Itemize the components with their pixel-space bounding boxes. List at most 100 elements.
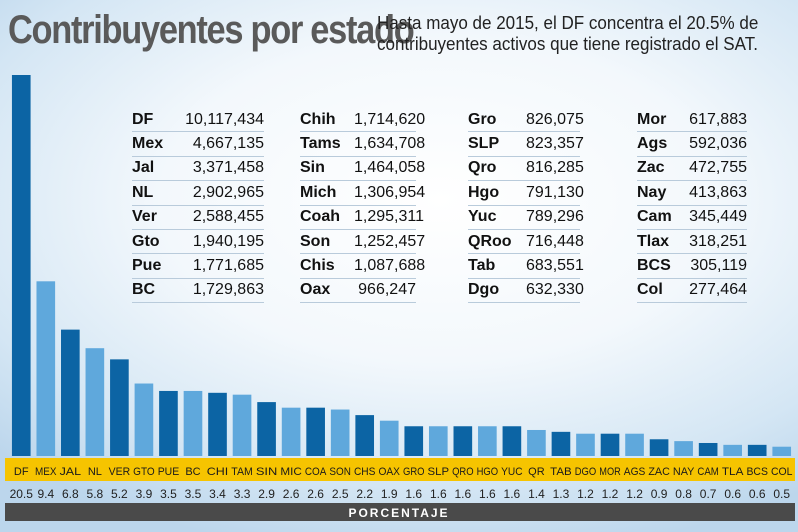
- data-label: 1.3: [553, 487, 570, 501]
- bar-sin: [257, 402, 276, 456]
- table-row: Coah 1,295,311: [300, 206, 424, 230]
- state-value: 413,863: [689, 183, 747, 201]
- table-column: Mor 617,883 Ags 592,036 Zac 472,755 Nay 413,863…: [637, 108, 747, 304]
- table-row: Sin 1,464,058: [300, 157, 425, 182]
- data-label: 5.8: [87, 487, 104, 501]
- category-label: JAL: [60, 466, 82, 478]
- category-label: NAY: [673, 466, 695, 478]
- state-value: 345,449: [689, 208, 747, 226]
- state-value: 1,940,195: [192, 232, 264, 250]
- category-label: SON: [329, 466, 351, 478]
- state-value: 472,755: [689, 159, 747, 177]
- bar-mex: [36, 281, 56, 456]
- data-label: 2.5: [332, 487, 349, 501]
- state-value: 1,729,863: [192, 281, 264, 299]
- data-label: 0.7: [700, 487, 717, 501]
- table-row: Zac 472,755: [637, 157, 747, 182]
- state-abbr: Dgo: [468, 281, 500, 299]
- state-abbr: Chih: [300, 110, 336, 128]
- bar-qr: [527, 429, 546, 456]
- state-abbr: Ver: [132, 208, 157, 226]
- state-value: 1,087,688: [354, 257, 426, 275]
- bar-nay: [674, 441, 693, 456]
- table-row: Hgo 791,130: [468, 181, 584, 206]
- bar-ver: [110, 359, 129, 456]
- data-label: 0.5: [773, 487, 790, 501]
- state-value: 1,771,685: [192, 257, 264, 275]
- state-value: 4,667,135: [192, 135, 264, 153]
- data-label: 1.4: [528, 487, 545, 501]
- table-row: Mex 4,667,135: [132, 132, 264, 157]
- table-row: SLP 823,357: [468, 132, 584, 157]
- category-label: CHS: [354, 466, 376, 478]
- state-abbr: BCS: [637, 257, 671, 275]
- category-label: MIC: [280, 466, 302, 478]
- data-label: 2.9: [258, 487, 275, 501]
- state-value: 617,883: [689, 110, 747, 128]
- state-abbr: Mich: [300, 183, 337, 201]
- bar-col: [772, 446, 792, 456]
- table-row: Ver 2,588,455: [132, 206, 264, 230]
- state-value: 632,330: [526, 281, 584, 299]
- bar-pue: [159, 390, 178, 456]
- data-label: 1.6: [405, 487, 422, 501]
- bar-chs: [355, 415, 375, 456]
- bar-dgo: [576, 433, 595, 456]
- table-row: Qro 816,285: [468, 157, 584, 182]
- state-abbr: Qro: [468, 159, 497, 177]
- data-label: 1.2: [626, 487, 643, 501]
- data-label: 1.9: [381, 487, 398, 501]
- bar-coa: [306, 407, 325, 456]
- data-label: 6.8: [62, 487, 79, 501]
- state-abbr: Son: [300, 232, 331, 250]
- state-value: 1,634,708: [354, 135, 426, 153]
- category-label: SLP: [428, 466, 450, 478]
- table-column: Chih 1,714,620 Tams 1,634,708 Sin 1,464,058 Mi…: [300, 108, 426, 304]
- category-label: BCS: [746, 466, 768, 478]
- table-row: Chis 1,087,688: [300, 254, 426, 279]
- state-abbr: Hgo: [468, 183, 500, 201]
- bar-gro: [404, 426, 424, 456]
- table-column: DF 10,117,434 Mex 4,667,135 Jal 3,371,458 NL 2,…: [132, 108, 264, 304]
- table-row: Gro 826,075: [468, 108, 584, 133]
- state-value: 1,295,311: [354, 208, 424, 226]
- category-label: CAM: [697, 466, 719, 478]
- category-label: DF: [14, 466, 29, 478]
- data-label: 2.6: [283, 487, 300, 501]
- table-row: Dgo 632,330: [468, 279, 584, 304]
- bar-oax: [379, 420, 399, 456]
- category-label: QRO: [452, 466, 474, 478]
- state-abbr: Chis: [300, 257, 335, 275]
- category-label: NL: [88, 466, 102, 478]
- category-label: ZAC: [648, 466, 670, 478]
- data-label: 2.6: [307, 487, 324, 501]
- state-abbr: Coah: [300, 208, 340, 226]
- state-abbr: SLP: [468, 135, 500, 153]
- data-label: 3.5: [185, 487, 202, 501]
- state-value: 318,251: [689, 232, 747, 250]
- state-value: 816,285: [526, 159, 584, 177]
- data-label: 1.6: [454, 487, 471, 501]
- state-value: 791,130: [526, 183, 584, 201]
- table-row: NL 2,902,965: [132, 181, 264, 206]
- state-abbr: Gro: [468, 110, 497, 128]
- data-label: 1.6: [430, 487, 447, 501]
- data-label: 3.5: [160, 487, 177, 501]
- category-label: PUE: [158, 466, 180, 478]
- category-label: COL: [771, 466, 793, 478]
- state-value: 3,371,458: [192, 159, 264, 177]
- bar-son: [330, 409, 350, 456]
- table-row: Cam 345,449: [637, 206, 747, 230]
- bar-zac: [649, 439, 669, 456]
- table-row: Mich 1,306,954: [300, 181, 425, 206]
- table-row: BC 1,729,863: [132, 279, 264, 304]
- state-value: 683,551: [526, 257, 584, 275]
- state-abbr: Jal: [132, 159, 155, 177]
- data-label: 1.6: [504, 487, 521, 501]
- category-label: OAX: [378, 466, 400, 478]
- bar-mor: [600, 433, 620, 456]
- category-label: BC: [185, 466, 200, 478]
- table-row: Col 277,464: [637, 279, 747, 304]
- state-abbr: Nay: [637, 183, 667, 201]
